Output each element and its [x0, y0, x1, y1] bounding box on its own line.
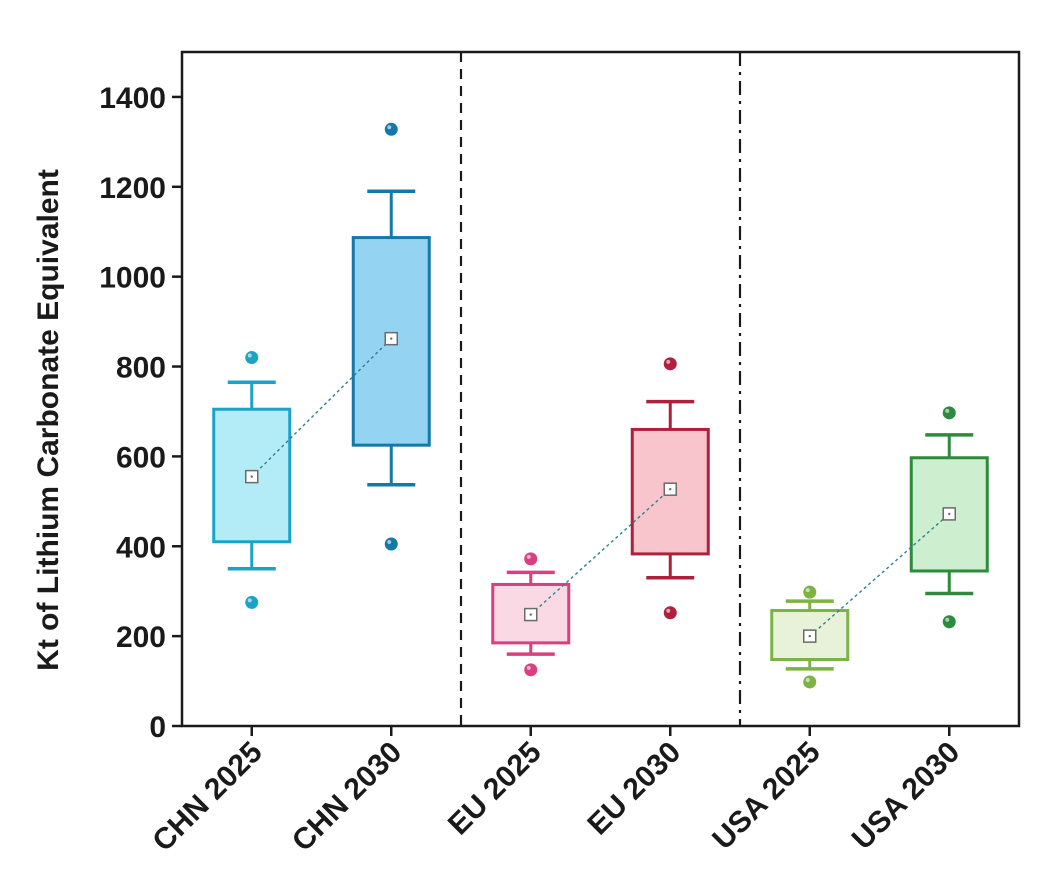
y-tick-label: 1000 — [99, 262, 166, 295]
y-axis-title: Kt of Lithium Carbonate Equivalent — [32, 169, 65, 671]
mean-connector-line — [251, 338, 392, 478]
x-tick-label: EU 2030 — [581, 736, 687, 842]
outlier-point — [803, 675, 817, 689]
outlier-highlight — [805, 677, 810, 682]
mean-marker-dot — [808, 634, 811, 638]
y-tick-label: 0 — [149, 711, 166, 744]
mean-connector-line — [809, 513, 950, 637]
mean-marker-dot — [669, 488, 672, 491]
outlier-highlight — [945, 617, 950, 622]
outlier-point — [524, 663, 538, 677]
outlier-highlight — [666, 608, 671, 613]
outlier-highlight — [666, 359, 671, 364]
outlier-highlight — [387, 125, 392, 130]
outlier-highlight — [526, 554, 531, 559]
outlier-point — [245, 595, 259, 609]
y-tick-label: 800 — [116, 352, 166, 385]
outlier-point — [803, 585, 817, 599]
mean-connector-line — [530, 488, 671, 616]
box-chn-2030 — [351, 122, 431, 551]
outlier-highlight — [805, 588, 810, 593]
outlier-point — [942, 406, 956, 420]
outlier-highlight — [387, 540, 392, 545]
outlier-highlight — [247, 353, 252, 358]
y-tick-label: 1200 — [99, 172, 166, 205]
x-tick-label: CHN 2030 — [286, 736, 408, 858]
outlier-point — [663, 606, 677, 620]
box-usa-2025 — [770, 585, 850, 689]
x-tick-label: EU 2025 — [442, 736, 548, 842]
x-tick-label: CHN 2025 — [146, 736, 268, 858]
outlier-highlight — [526, 665, 531, 670]
plot-area: 0 200 400 600 800 1000 1200 1400 CHN 2025 CHN 203… — [99, 50, 1021, 858]
x-tick-label: USA 2030 — [846, 736, 966, 856]
outlier-point — [942, 615, 956, 629]
mean-lines-layer — [251, 338, 950, 637]
mean-marker-dot — [948, 512, 951, 516]
outlier-highlight — [247, 598, 252, 603]
outlier-point — [663, 357, 677, 371]
y-tick-label: 200 — [116, 621, 166, 654]
outlier-point — [524, 552, 538, 566]
box-body — [770, 609, 850, 661]
mean-marker-dot — [529, 613, 532, 616]
outlier-point — [245, 351, 259, 365]
mean-marker-dot — [250, 475, 253, 478]
x-tick-label: USA 2025 — [706, 736, 826, 856]
plot-frame — [180, 50, 1021, 728]
y-tick-label: 600 — [116, 441, 166, 474]
outlier-point — [384, 537, 398, 551]
box-eu-2025 — [491, 552, 571, 677]
outlier-highlight — [945, 408, 950, 413]
outlier-point — [384, 122, 398, 136]
y-tick-label: 400 — [116, 531, 166, 564]
y-tick-label: 1400 — [99, 82, 166, 115]
mean-marker-dot — [390, 337, 393, 340]
